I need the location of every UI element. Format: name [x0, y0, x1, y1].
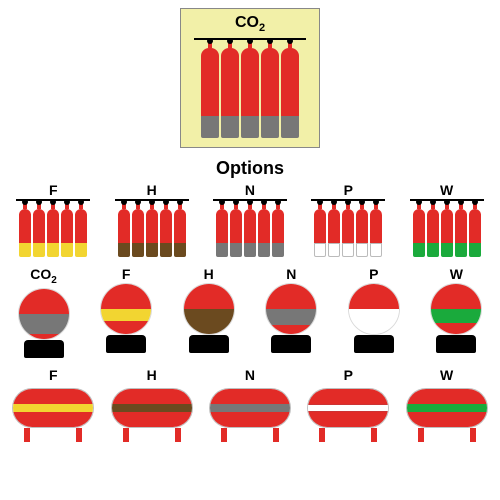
- bottle-row: [413, 199, 481, 257]
- bottle-icon: [427, 199, 439, 257]
- sphere-cell: CO2: [5, 267, 83, 358]
- row-bottle-batteries: F H: [0, 183, 500, 257]
- cell-label: F: [49, 368, 58, 382]
- bottle-icon: [221, 38, 239, 138]
- cell-label: H: [204, 267, 214, 281]
- cell-label: F: [122, 267, 131, 281]
- htank-cell: H: [107, 368, 197, 442]
- bottle-icon: [455, 199, 467, 257]
- bottle-icon: [61, 199, 73, 257]
- bottle-icon: [370, 199, 382, 257]
- bottle-battery-cell: W: [402, 183, 492, 257]
- horizontal-tank-icon: [305, 384, 391, 442]
- bottle-icon: [216, 199, 228, 257]
- cell-label: H: [147, 183, 157, 197]
- cell-label: N: [286, 267, 296, 281]
- bottle-row: [216, 199, 284, 257]
- bottle-icon: [469, 199, 481, 257]
- bottle-battery-cell: F: [8, 183, 98, 257]
- bottle-icon: [241, 38, 259, 138]
- cell-label: W: [440, 368, 453, 382]
- row-spheres: CO2 F H N P: [0, 267, 500, 358]
- cell-label: N: [245, 183, 255, 197]
- bottle-icon: [314, 199, 326, 257]
- bottle-icon: [244, 199, 256, 257]
- bottle-icon: [441, 199, 453, 257]
- horizontal-tank-icon: [10, 384, 96, 442]
- cell-label: H: [147, 368, 157, 382]
- htank-cell: F: [8, 368, 98, 442]
- bottle-icon: [261, 38, 279, 138]
- sphere-icon: [260, 283, 322, 353]
- horizontal-tank-icon: [404, 384, 490, 442]
- sphere-cell: W: [417, 267, 495, 358]
- cell-label: F: [49, 183, 58, 197]
- sphere-cell: H: [170, 267, 248, 358]
- cell-label: P: [344, 368, 353, 382]
- bottle-icon: [201, 38, 219, 138]
- cell-label: P: [369, 267, 378, 281]
- bottle-icon: [146, 199, 158, 257]
- horizontal-tank-icon: [109, 384, 195, 442]
- cell-label: CO2: [30, 267, 57, 286]
- bottle-icon: [33, 199, 45, 257]
- hero-bottle-row: [201, 38, 299, 138]
- row-horizontal-tanks: F H N: [0, 368, 500, 442]
- htank-cell: W: [402, 368, 492, 442]
- cell-label: N: [245, 368, 255, 382]
- sphere-icon: [95, 283, 157, 353]
- cell-label: W: [440, 183, 453, 197]
- bottle-row: [19, 199, 87, 257]
- sphere-icon: [178, 283, 240, 353]
- bottle-icon: [160, 199, 172, 257]
- cell-label: W: [450, 267, 463, 281]
- bottle-icon: [75, 199, 87, 257]
- bottle-icon: [281, 38, 299, 138]
- sphere-cell: N: [252, 267, 330, 358]
- sphere-cell: F: [87, 267, 165, 358]
- bottle-battery-cell: H: [107, 183, 197, 257]
- sphere-cell: P: [335, 267, 413, 358]
- sphere-icon: [425, 283, 487, 353]
- horizontal-tank-icon: [207, 384, 293, 442]
- bottle-icon: [258, 199, 270, 257]
- bottle-row: [314, 199, 382, 257]
- htank-cell: N: [205, 368, 295, 442]
- bottle-icon: [230, 199, 242, 257]
- bottle-icon: [272, 199, 284, 257]
- sphere-icon: [343, 283, 405, 353]
- bottle-icon: [132, 199, 144, 257]
- bottle-icon: [118, 199, 130, 257]
- bottle-icon: [47, 199, 59, 257]
- bottle-icon: [342, 199, 354, 257]
- bottle-row: [118, 199, 186, 257]
- hero-label: CO2: [235, 15, 265, 34]
- bottle-icon: [356, 199, 368, 257]
- bottle-battery-cell: N: [205, 183, 295, 257]
- bottle-icon: [174, 199, 186, 257]
- bottle-icon: [328, 199, 340, 257]
- bottle-icon: [413, 199, 425, 257]
- bottle-icon: [19, 199, 31, 257]
- htank-cell: P: [303, 368, 393, 442]
- options-heading: Options: [216, 158, 284, 179]
- cell-label: P: [344, 183, 353, 197]
- bottle-battery-cell: P: [303, 183, 393, 257]
- sphere-icon: [13, 288, 75, 358]
- hero-frame: CO2: [180, 8, 320, 148]
